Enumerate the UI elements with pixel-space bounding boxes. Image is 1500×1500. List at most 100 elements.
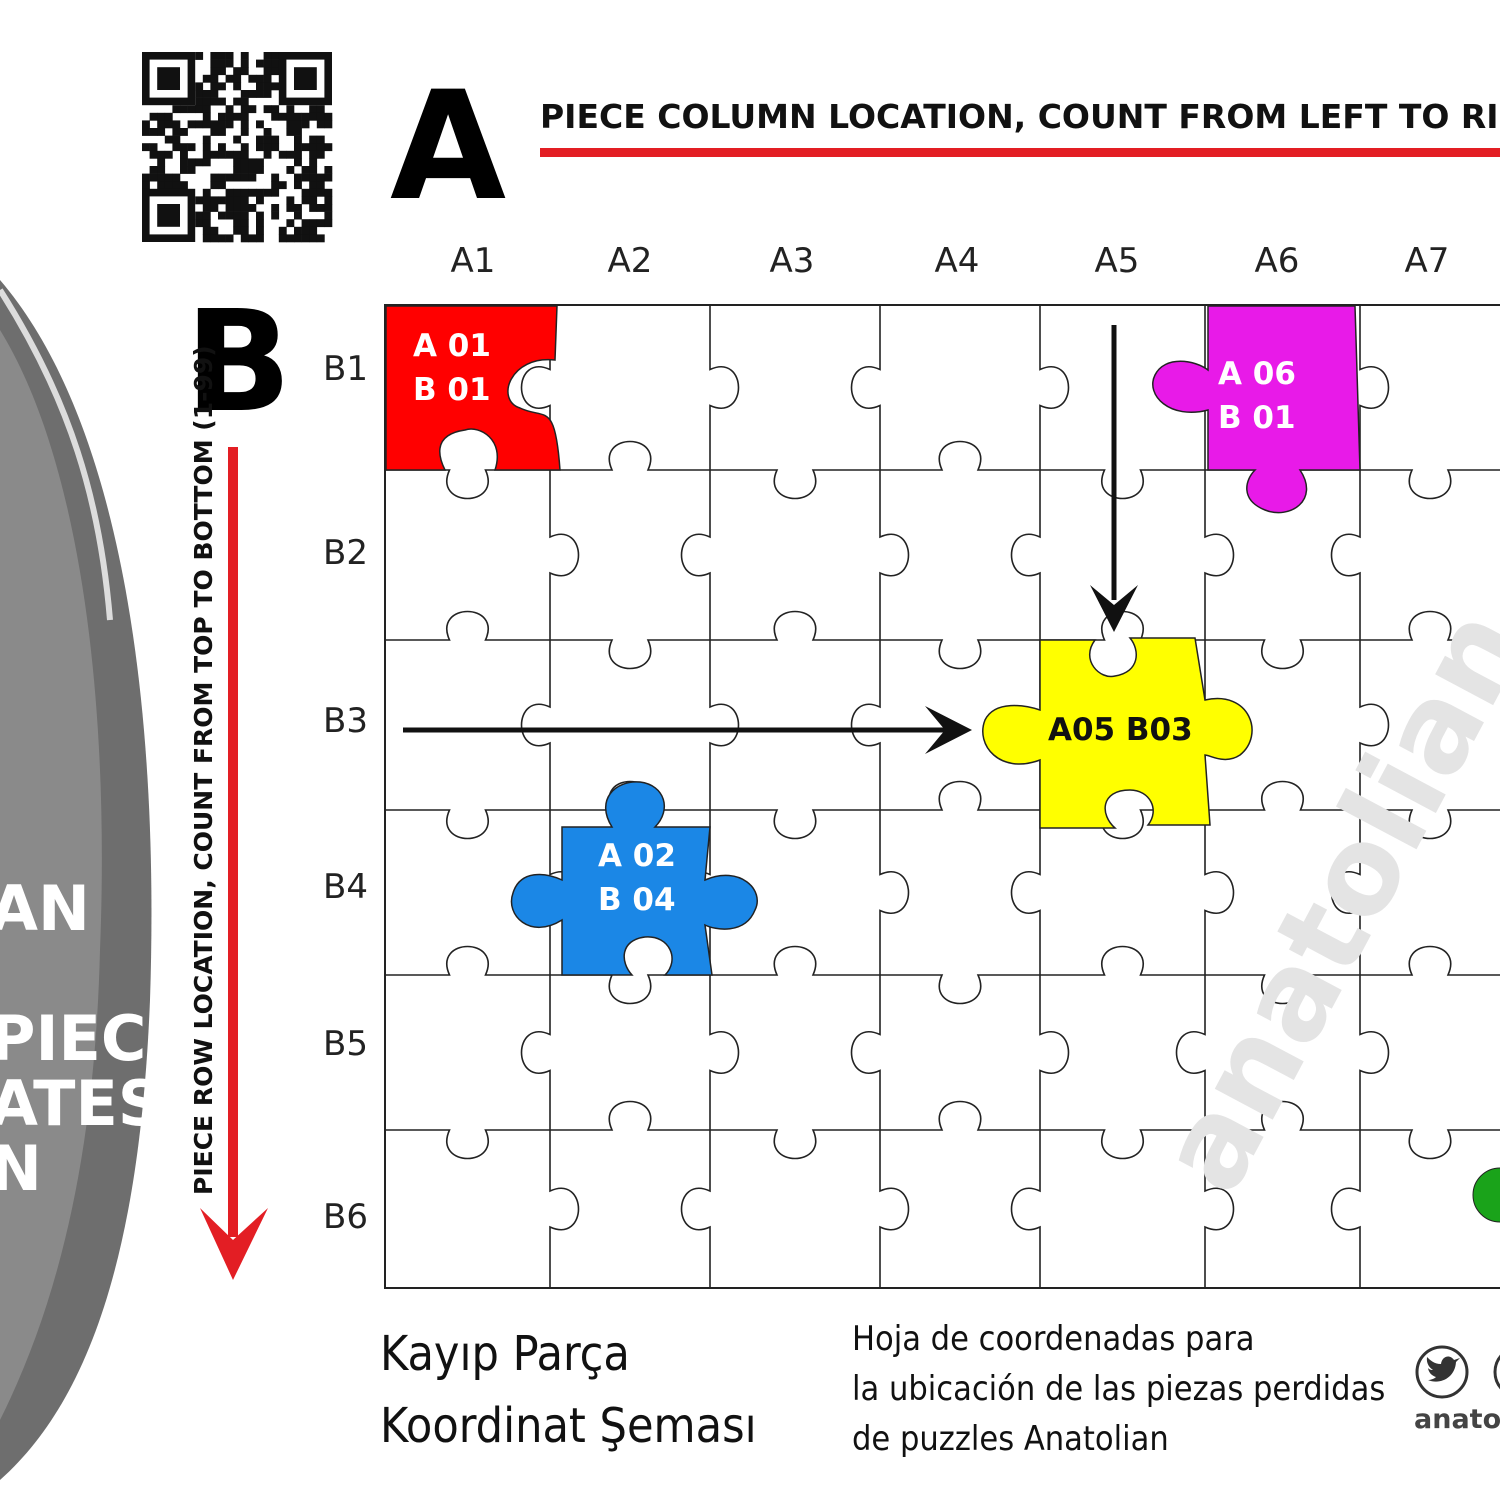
qr-module	[271, 188, 280, 197]
row-pointer-head	[925, 706, 972, 754]
qr-module	[180, 166, 188, 174]
qr-module	[210, 67, 219, 76]
column-label: A3	[770, 241, 815, 281]
qr-module	[149, 128, 158, 136]
qr-module	[301, 188, 310, 197]
qr-module	[210, 90, 219, 98]
qr-module	[240, 90, 249, 98]
row-label: B2	[323, 533, 368, 573]
qr-module	[233, 219, 242, 228]
qr-module	[218, 196, 226, 205]
qr-module	[172, 128, 181, 136]
qr-module	[180, 158, 188, 167]
qr-module	[316, 120, 325, 129]
qr-module	[149, 173, 158, 182]
qr-module	[324, 173, 333, 182]
side-text: AN PIECE ATES N	[0, 872, 189, 1205]
qr-module	[218, 67, 226, 76]
footer-turkish: Kayıp Parça	[380, 1326, 630, 1382]
qr-module	[324, 188, 333, 197]
qr-module	[210, 82, 219, 91]
qr-module	[316, 181, 325, 190]
qr-module	[248, 105, 257, 114]
qr-module	[309, 181, 318, 190]
qr-module	[324, 120, 333, 129]
qr-module	[172, 143, 181, 152]
qr-module	[294, 204, 302, 212]
social-icon[interactable]	[1493, 1347, 1500, 1397]
row-label: B6	[323, 1197, 368, 1237]
qr-module	[180, 128, 188, 136]
qr-module	[309, 196, 318, 205]
qr-module	[248, 173, 257, 182]
qr-module	[309, 135, 318, 144]
qr-module	[309, 166, 318, 174]
qr-module	[218, 59, 226, 68]
qr-module	[187, 143, 196, 152]
qr-module	[271, 59, 280, 68]
qr-module	[225, 105, 234, 114]
qr-module	[142, 173, 150, 182]
qr-finder-core	[157, 67, 180, 90]
qr-module	[210, 59, 219, 68]
qr-module	[256, 90, 264, 98]
column-label: A1	[451, 241, 496, 281]
qr-module	[202, 150, 211, 159]
qr-module	[240, 204, 249, 212]
qr-module	[248, 204, 257, 212]
qr-module	[225, 150, 234, 159]
qr-module	[195, 82, 204, 91]
qr-module	[202, 226, 211, 235]
qr-module	[256, 226, 264, 235]
qr-module	[225, 112, 234, 121]
qr-module	[202, 204, 211, 212]
qr-module	[240, 166, 249, 174]
qr-module	[248, 74, 257, 83]
qr-module	[225, 52, 234, 60]
qr-module	[195, 219, 204, 228]
row-arrow-head	[200, 1208, 268, 1280]
qr-module	[240, 173, 249, 182]
qr-module	[294, 181, 302, 190]
qr-module	[301, 166, 310, 174]
qr-module	[263, 135, 272, 144]
qr-module	[187, 158, 196, 167]
qr-module	[263, 150, 272, 159]
qr-module	[309, 219, 318, 228]
qr-module	[263, 67, 272, 76]
qr-module	[286, 150, 295, 159]
qr-module	[309, 112, 318, 121]
qr-module	[225, 196, 234, 205]
qr-module	[286, 120, 295, 129]
qr-module	[286, 105, 295, 114]
qr-module	[256, 59, 264, 68]
qr-module	[225, 173, 234, 182]
qr-module	[263, 188, 272, 197]
qr-module	[294, 120, 302, 129]
qr-module	[210, 74, 219, 83]
qr-module	[157, 128, 166, 136]
qr-module	[294, 173, 302, 182]
puzzle-edge	[385, 1100, 1500, 1160]
qr-module	[225, 204, 234, 212]
column-label: A4	[935, 241, 980, 281]
qr-module	[271, 82, 280, 91]
qr-module	[248, 234, 257, 243]
qr-module	[195, 211, 204, 220]
qr-module	[202, 105, 211, 114]
qr-module	[218, 120, 226, 129]
twitter-icon[interactable]	[1415, 1345, 1469, 1399]
qr-module	[240, 112, 249, 121]
qr-module	[210, 173, 219, 182]
qr-module	[218, 150, 226, 159]
side-swoosh-inner	[0, 330, 102, 1420]
qr-module	[164, 112, 173, 121]
qr-module	[225, 59, 234, 68]
qr-module	[248, 90, 257, 98]
side-text-line: AN	[0, 872, 90, 945]
qr-module	[202, 112, 211, 121]
qr-module	[324, 143, 333, 152]
piece-green	[1472, 1167, 1500, 1223]
column-label: A7	[1405, 241, 1450, 281]
qr-module	[157, 158, 166, 167]
